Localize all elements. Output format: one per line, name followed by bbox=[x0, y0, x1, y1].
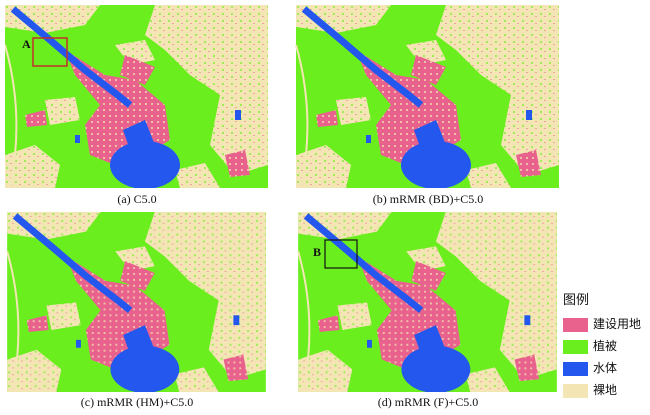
annotation: A bbox=[22, 37, 31, 51]
map-a bbox=[5, 5, 268, 189]
legend-swatch bbox=[563, 318, 588, 332]
legend-label: 植被 bbox=[593, 338, 617, 353]
annotation: B bbox=[313, 245, 321, 259]
legend-swatch bbox=[563, 340, 588, 354]
region-box bbox=[32, 37, 68, 67]
legend-swatch bbox=[563, 384, 588, 398]
legend-label: 水体 bbox=[593, 361, 617, 375]
caption: (a) C5.0 bbox=[117, 192, 156, 206]
region-box bbox=[324, 239, 358, 269]
map-d bbox=[298, 212, 557, 393]
map-c bbox=[7, 212, 266, 393]
caption: (d) mRMR (F)+C5.0 bbox=[378, 395, 478, 409]
caption: (b) mRMR (BD)+C5.0 bbox=[373, 192, 483, 206]
map-b bbox=[296, 5, 559, 189]
legend-label: 建设用地 bbox=[593, 317, 641, 331]
caption: (c) mRMR (HM)+C5.0 bbox=[81, 395, 193, 409]
legend-swatch bbox=[563, 362, 588, 376]
legend-title: 图例 bbox=[563, 292, 589, 307]
legend-label: 裸地 bbox=[593, 382, 617, 397]
